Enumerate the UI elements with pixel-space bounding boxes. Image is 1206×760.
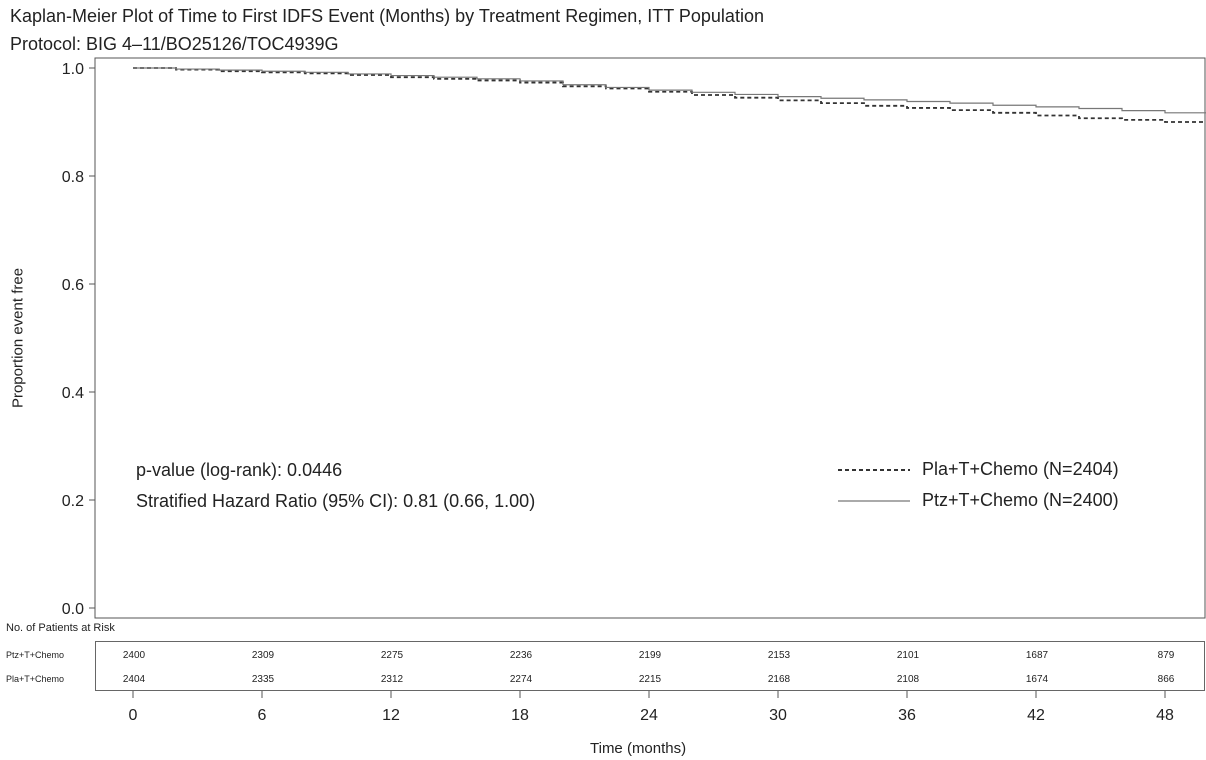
y-tick-label: 0.6: [62, 277, 84, 294]
x-tick-label: 0: [129, 707, 138, 724]
x-tick-label: 36: [898, 707, 916, 724]
risk-row-label-pla: Pla+T+Chemo: [6, 674, 65, 684]
x-tick-label: 6: [258, 707, 267, 724]
series-line-pla: [133, 67, 1206, 123]
x-tick-label: 42: [1027, 707, 1045, 724]
plot-frame: [94, 57, 1206, 619]
y-tick-label: 0.0: [62, 601, 84, 618]
risk-table: Ptz+T+Chemo Pla+T+Chemo 2400 2309 2275 2236…: [6, 641, 1205, 691]
risk-table-title: No. of Patients at Risk: [6, 622, 115, 634]
x-tick-label: 30: [769, 707, 787, 724]
risk-table-cell: 879: [1157, 650, 1175, 661]
risk-table-cell: 2274: [509, 674, 533, 685]
risk-table-cell: 1687: [1025, 650, 1049, 661]
risk-table-cell: 2153: [767, 650, 791, 661]
risk-table-cell: 2400: [122, 650, 146, 661]
legend-entry-ptz: Ptz+T+Chemo (N=2400): [922, 490, 1119, 510]
risk-table-cell: 2309: [251, 650, 275, 661]
x-axis-label: Time (months): [590, 740, 687, 757]
risk-row-label-ptz: Ptz+T+Chemo: [6, 650, 65, 660]
p-value-annotation: p-value (log-rank): 0.0446: [136, 460, 343, 480]
risk-table-cell: 2236: [509, 650, 533, 661]
y-tick-label: 0.8: [62, 169, 84, 186]
y-tick-label: 0.2: [62, 493, 84, 510]
risk-table-cell: 2101: [896, 650, 920, 661]
risk-table-cell: 2312: [380, 674, 404, 685]
y-tick-label: 1.0: [62, 61, 84, 78]
y-axis-label: Proportion event free: [9, 267, 27, 409]
series-layer: [133, 67, 1206, 123]
x-tick-label: 48: [1156, 707, 1174, 724]
x-axis: 0 6 12 18 24 30 36 42 48: [129, 691, 1174, 724]
x-tick-label: 24: [640, 707, 658, 724]
risk-table-cell: 2108: [896, 674, 920, 685]
chart-subtitle: Protocol: BIG 4–11/BO25126/TOC4939G: [10, 34, 339, 54]
x-tick-label: 18: [511, 707, 529, 724]
risk-table-cell: 2168: [767, 674, 791, 685]
risk-table-cell: 1674: [1025, 674, 1049, 685]
series-line-ptz: [133, 67, 1206, 114]
risk-table-cell: 866: [1157, 674, 1175, 685]
risk-table-cell: 2215: [638, 674, 662, 685]
chart-title: Kaplan-Meier Plot of Time to First IDFS …: [10, 6, 764, 26]
risk-table-cell: 2404: [122, 674, 146, 685]
x-tick-label: 12: [382, 707, 400, 724]
risk-table-cell: 2335: [251, 674, 275, 685]
hazard-ratio-annotation: Stratified Hazard Ratio (95% CI): 0.81 (…: [136, 491, 536, 511]
legend-entry-pla: Pla+T+Chemo (N=2404): [922, 459, 1119, 479]
y-axis: 0.0 0.2 0.4 0.6 0.8 1.0: [62, 61, 95, 618]
risk-table-cell: 2199: [638, 650, 662, 661]
y-tick-label: 0.4: [62, 385, 84, 402]
risk-table-cell: 2275: [380, 650, 404, 661]
